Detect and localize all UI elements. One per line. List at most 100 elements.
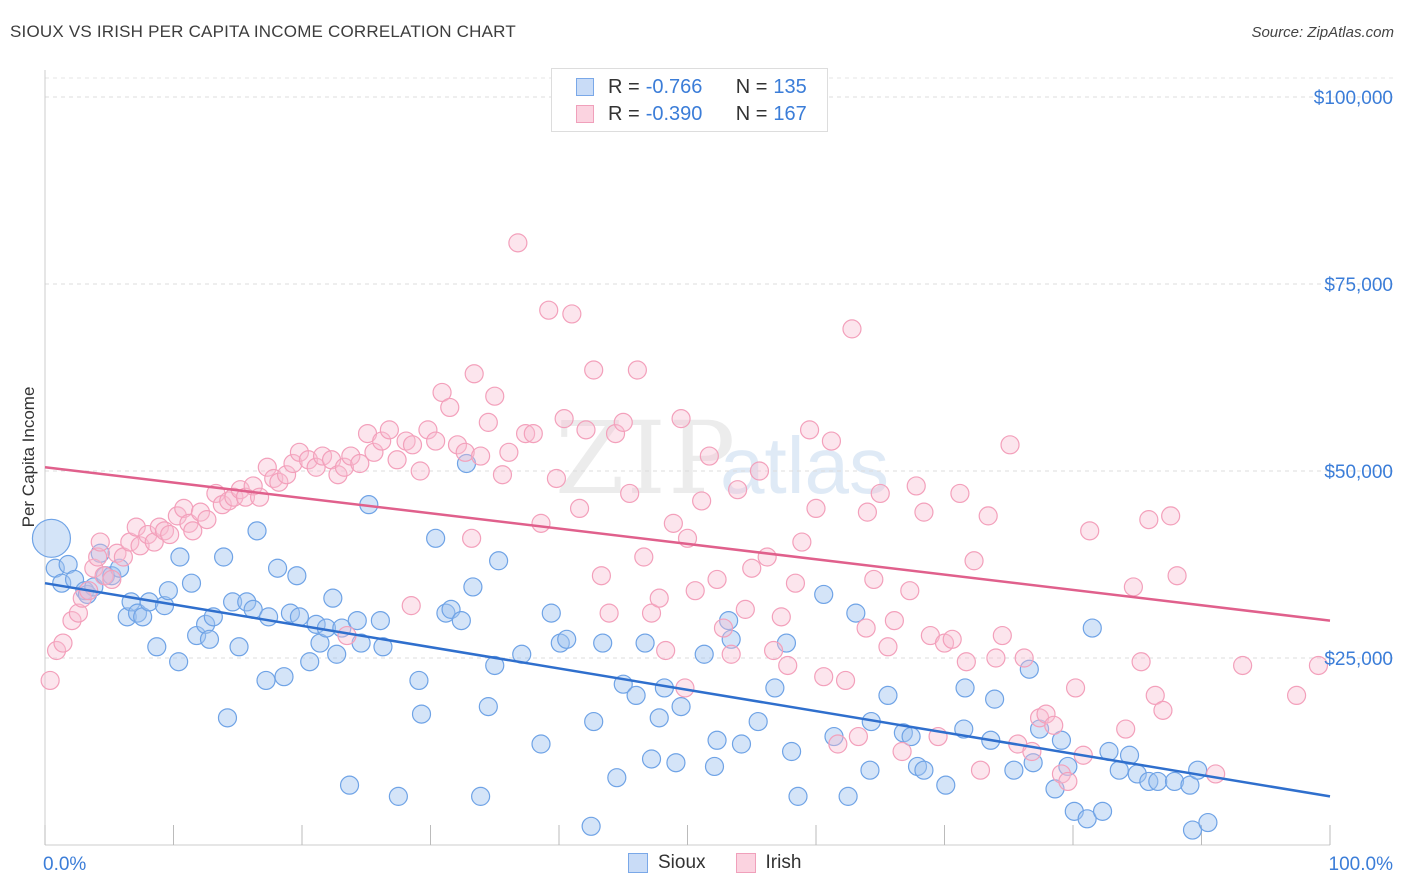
sioux-point	[478, 697, 498, 717]
sioux-point	[1077, 809, 1097, 829]
sioux-point	[1182, 820, 1203, 840]
irish-point	[1131, 652, 1151, 672]
irish-point	[641, 603, 662, 623]
irish-point	[90, 532, 110, 552]
irish-point	[828, 734, 848, 754]
sioux-point	[388, 786, 408, 806]
irish-point	[1153, 700, 1173, 720]
irish-point	[426, 431, 446, 451]
irish-point	[757, 547, 777, 567]
irish-point	[792, 532, 812, 552]
sioux-point	[860, 760, 880, 780]
sioux-point	[788, 786, 808, 806]
irish-point	[728, 480, 748, 500]
sioux-point	[985, 689, 1005, 709]
sioux-point	[463, 577, 483, 597]
irish-point	[418, 420, 438, 440]
irish-point	[515, 424, 536, 444]
irish-point	[663, 513, 683, 533]
sioux-point	[1164, 771, 1185, 792]
y-tick-label: $50,000	[1324, 462, 1393, 483]
irish-point	[531, 513, 551, 533]
trend-lines	[44, 466, 1331, 798]
irish-point	[856, 618, 876, 638]
legend-r-value-sioux: -0.766	[645, 75, 703, 98]
sioux-point	[323, 588, 343, 608]
irish-point	[306, 457, 326, 477]
legend-n-value-sioux: 135	[773, 75, 807, 98]
y-tick-label: $100,000	[1314, 88, 1393, 109]
sioux-point	[557, 629, 577, 649]
irish-point	[1116, 719, 1136, 739]
irish-point	[591, 566, 612, 586]
series-swatch-sioux	[628, 853, 648, 873]
sioux-point	[411, 704, 432, 724]
sioux-points	[31, 453, 1218, 840]
series-label-irish: Irish	[765, 852, 802, 873]
irish-point	[154, 521, 175, 541]
irish-point	[1036, 704, 1056, 724]
irish-point	[799, 420, 820, 440]
irish-point	[68, 603, 89, 623]
sioux-point	[327, 644, 347, 664]
irish-point	[401, 596, 421, 616]
sioux-point	[955, 678, 975, 698]
sioux-point	[258, 607, 279, 627]
irish-point	[569, 498, 590, 518]
sioux-point	[635, 633, 655, 653]
irish-point	[372, 431, 392, 451]
sioux-point	[1004, 760, 1024, 780]
irish-point	[554, 409, 574, 429]
irish-point	[264, 468, 284, 489]
sioux-point	[489, 551, 509, 571]
irish-point	[634, 547, 654, 567]
sioux-point	[1082, 618, 1102, 638]
sioux-point	[31, 518, 72, 558]
sioux-point	[641, 749, 662, 769]
x-tick-label-max: 100.0%	[1329, 854, 1394, 875]
sioux-point	[287, 566, 307, 586]
irish-point	[992, 625, 1012, 646]
sioux-point	[485, 655, 505, 676]
irish-point	[1167, 566, 1187, 586]
sioux-point	[229, 637, 249, 657]
irish-point	[1065, 678, 1086, 698]
irish-point	[671, 409, 691, 429]
series-swatch-irish	[735, 853, 756, 873]
irish-point	[1145, 685, 1165, 706]
sioux-point	[1019, 659, 1039, 679]
sioux-point	[223, 592, 243, 612]
irish-point	[1308, 655, 1329, 676]
sioux-point	[721, 629, 741, 649]
irish-point	[492, 465, 513, 485]
irish-point	[410, 461, 430, 481]
irish-point	[956, 652, 976, 672]
irish-point	[771, 607, 791, 627]
legend-swatch-irish	[576, 105, 594, 123]
irish-point	[749, 461, 770, 481]
sioux-point	[593, 633, 613, 653]
irish-point	[900, 581, 920, 601]
sioux-point	[748, 711, 768, 732]
irish-point	[1233, 655, 1253, 676]
irish-point	[685, 581, 705, 601]
irish-point	[485, 386, 505, 406]
irish-point	[721, 644, 741, 664]
sioux-point	[169, 652, 189, 672]
irish-point	[576, 420, 596, 440]
irish-point	[183, 521, 203, 541]
irish-point	[62, 610, 82, 631]
sioux-point	[781, 741, 802, 762]
y-tick-label: $25,000	[1324, 649, 1393, 670]
sioux-point	[1198, 812, 1218, 833]
sioux-point	[370, 610, 390, 631]
irish-point	[848, 726, 869, 747]
sioux-point	[704, 756, 725, 777]
irish-point	[785, 573, 806, 593]
sioux-point	[607, 768, 627, 788]
correlation-legend: R = -0.766 N = 135 R = -0.390 N = 167	[551, 68, 828, 132]
irish-point	[763, 640, 784, 661]
irish-point	[328, 465, 348, 485]
irish-points	[40, 233, 1329, 792]
irish-point	[806, 498, 826, 518]
